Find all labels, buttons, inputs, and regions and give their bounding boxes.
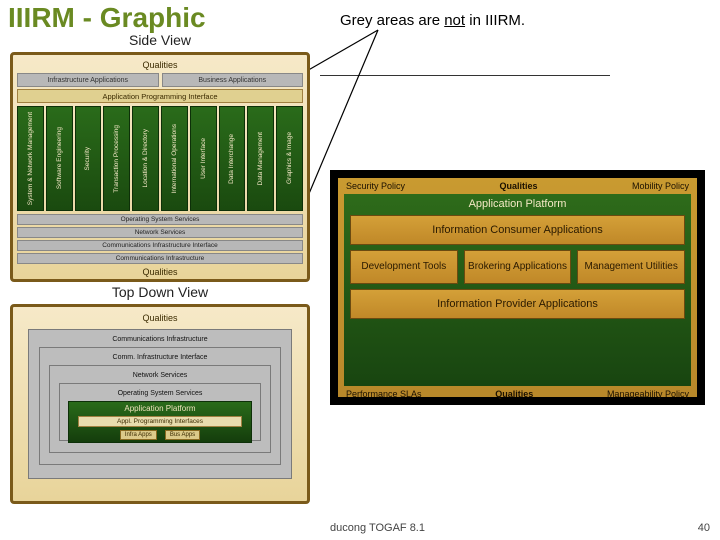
side-view-label: Side View bbox=[10, 32, 310, 48]
rd-provider-apps: Information Provider Applications bbox=[350, 289, 685, 319]
sv-services-row: System & Network Management Software Eng… bbox=[17, 106, 303, 211]
td-apps-row: Infra Apps Bus Apps bbox=[69, 430, 252, 440]
note-underline: not bbox=[444, 12, 465, 29]
rd-qualities-bot: Qualities bbox=[495, 389, 533, 399]
sv-business-apps: Business Applications bbox=[162, 73, 304, 87]
td-l1-label: Communications Infrastructure bbox=[112, 336, 207, 343]
footer-text: ducong TOGAF 8.1 bbox=[330, 522, 425, 534]
right-diagram: Security Policy Qualities Mobility Polic… bbox=[330, 170, 705, 405]
note-divider bbox=[320, 75, 610, 76]
note-pre: Grey areas are bbox=[340, 12, 444, 29]
sv-netsvc: Network Services bbox=[17, 227, 303, 238]
td-app-platform: Application Platform Appl. Programming I… bbox=[68, 401, 253, 443]
td-qualities: Qualities bbox=[17, 311, 303, 325]
sv-col-4: Location & Directory bbox=[132, 106, 159, 211]
rd-manage-policy: Manageability Policy bbox=[607, 389, 689, 399]
sv-col-1: Software Engineering bbox=[46, 106, 73, 211]
rd-mobility-policy: Mobility Policy bbox=[632, 181, 689, 191]
sv-col-9: Graphics & Image bbox=[276, 106, 303, 211]
sv-qualities-top: Qualities bbox=[17, 59, 303, 71]
td-l4-label: Operating System Services bbox=[118, 390, 203, 397]
sv-col-8: Data Management bbox=[247, 106, 274, 211]
sv-col-0: System & Network Management bbox=[17, 106, 44, 211]
rd-brokering: Brokering Applications bbox=[464, 250, 572, 284]
sv-col-2: Security bbox=[75, 106, 102, 211]
td-api: Appl. Programming Interfaces bbox=[78, 416, 243, 427]
sv-col-7: Data Interchange bbox=[219, 106, 246, 211]
td-layer-3: Network Services Operating System Servic… bbox=[49, 365, 271, 453]
td-app-bus: Bus Apps bbox=[165, 430, 200, 440]
sv-infra-apps: Infrastructure Applications bbox=[17, 73, 159, 87]
top-down-label: Top Down View bbox=[10, 284, 310, 300]
slide-number: 40 bbox=[698, 522, 710, 534]
td-layer-2: Comm. Infrastructure Interface Network S… bbox=[39, 347, 281, 465]
sv-col-5: International Operations bbox=[161, 106, 188, 211]
rd-platform-title: Application Platform bbox=[350, 198, 685, 210]
rd-app-platform: Application Platform Information Consume… bbox=[344, 194, 691, 386]
side-view-diagram: Qualities Infrastructure Applications Bu… bbox=[10, 52, 310, 282]
sv-os: Operating System Services bbox=[17, 214, 303, 225]
rd-qualities-top: Qualities bbox=[500, 181, 538, 191]
td-layer-1: Communications Infrastructure Comm. Infr… bbox=[28, 329, 291, 479]
sv-comm: Communications Infrastructure Interface bbox=[17, 240, 303, 251]
rd-top-labels: Security Policy Qualities Mobility Polic… bbox=[340, 180, 695, 192]
td-app-infra: Infra Apps bbox=[120, 430, 157, 440]
note-post: in IIIRM. bbox=[465, 12, 525, 29]
sv-col-3: Transaction Processing bbox=[103, 106, 130, 211]
td-l2-label: Comm. Infrastructure Interface bbox=[113, 354, 208, 361]
left-column: Side View Qualities Infrastructure Appli… bbox=[10, 30, 310, 504]
sv-qualities-bot: Qualities bbox=[17, 266, 303, 278]
rd-perf-sla: Performance SLAs bbox=[346, 389, 422, 399]
rd-mgmt-util: Management Utilities bbox=[577, 250, 685, 284]
rd-outer-qualities: Security Policy Qualities Mobility Polic… bbox=[338, 178, 697, 397]
rd-consumer-apps: Information Consumer Applications bbox=[350, 215, 685, 245]
note-text: Grey areas are not in IIIRM. bbox=[340, 12, 525, 29]
rd-bot-labels: Performance SLAs Qualities Manageability… bbox=[340, 388, 695, 400]
td-plat-label: Application Platform bbox=[124, 404, 195, 413]
td-l3-label: Network Services bbox=[133, 372, 187, 379]
rd-dev-tools: Development Tools bbox=[350, 250, 458, 284]
rd-security-policy: Security Policy bbox=[346, 181, 405, 191]
top-down-diagram: Qualities Communications Infrastructure … bbox=[10, 304, 310, 504]
sv-col-6: User Interface bbox=[190, 106, 217, 211]
sv-top-row: Infrastructure Applications Business App… bbox=[17, 73, 303, 87]
td-layer-4: Operating System Services Application Pl… bbox=[59, 383, 262, 441]
sv-api-bar: Application Programming Interface bbox=[17, 89, 303, 103]
sv-comm2: Communications Infrastructure bbox=[17, 253, 303, 264]
rd-middle-row: Development Tools Brokering Applications… bbox=[350, 250, 685, 284]
